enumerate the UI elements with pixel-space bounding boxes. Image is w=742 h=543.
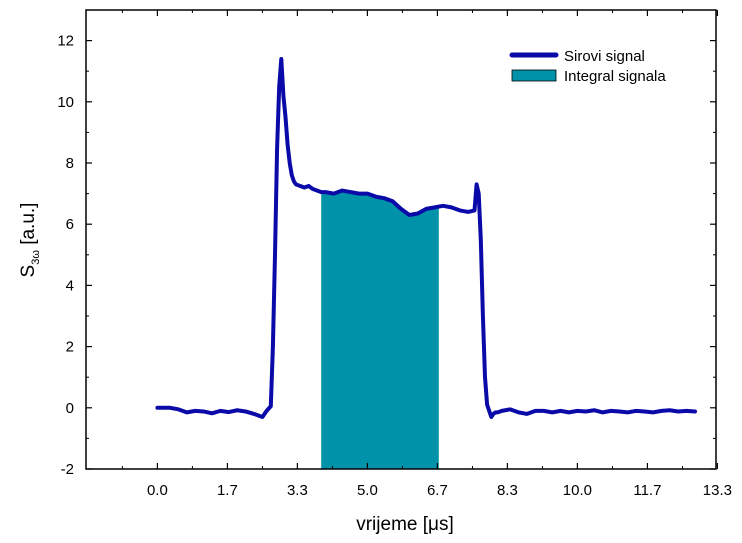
x-tick-label: 6.7 bbox=[427, 482, 448, 499]
x-tick-label: 13.3 bbox=[703, 482, 732, 499]
x-tick-label: 3.3 bbox=[287, 482, 308, 499]
y-tick-label: -2 bbox=[61, 461, 74, 478]
plot-frame bbox=[85, 9, 717, 470]
signal-line-layer bbox=[155, 56, 697, 419]
legend-fill-swatch bbox=[511, 69, 557, 82]
x-axis-label: vrijeme [μs] bbox=[356, 514, 454, 535]
x-tick-label: 0.0 bbox=[147, 482, 168, 499]
x-tick-label: 5.0 bbox=[357, 482, 378, 499]
y-tick-label: 2 bbox=[66, 339, 74, 356]
legend-label-integral: Integral signala bbox=[564, 68, 666, 85]
y-tick-label: 6 bbox=[66, 216, 74, 233]
x-tick-label: 10.0 bbox=[563, 482, 592, 499]
y-tick-label: 0 bbox=[66, 400, 74, 417]
tick-layer: 0.0 1.7 3.3 5.0 6.7 8.3 10.0 11.7 13.3 -2 0 2 4 6 8 10 1… bbox=[57, 10, 732, 499]
x-tick-label: 11.7 bbox=[633, 482, 661, 499]
legend: Sirovi signal Integral signala bbox=[509, 48, 666, 85]
y-axis-label: S3ω [a.u.] bbox=[18, 203, 42, 278]
y-tick-label: 4 bbox=[66, 277, 74, 294]
signal-line bbox=[155, 56, 697, 419]
x-tick-label: 1.7 bbox=[217, 482, 238, 499]
y-tick-label: 12 bbox=[57, 33, 74, 50]
legend-label-raw: Sirovi signal bbox=[564, 48, 645, 65]
x-tick-label: 8.3 bbox=[497, 482, 518, 499]
integral-fill-layer bbox=[321, 190, 439, 470]
y-tick-label: 10 bbox=[57, 94, 74, 111]
y-tick-label: 8 bbox=[66, 155, 74, 172]
integral-area bbox=[321, 190, 439, 470]
